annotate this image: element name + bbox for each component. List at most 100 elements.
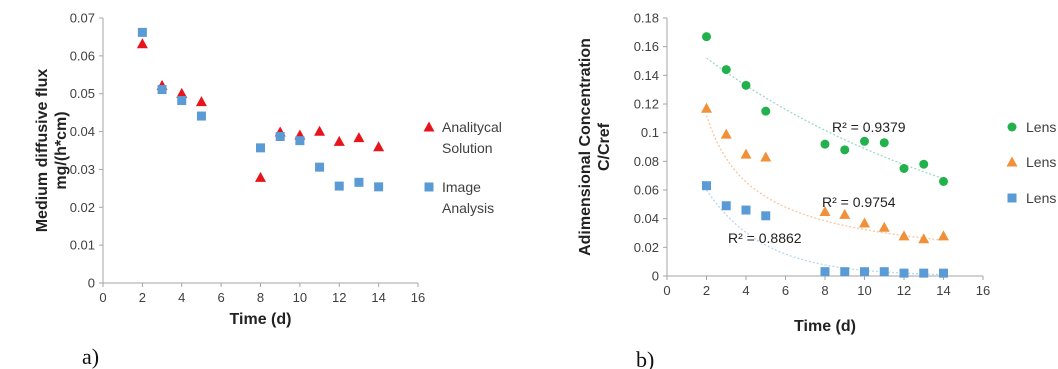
data-point (860, 267, 869, 277)
legend-entry: Lens 2 (1026, 154, 1058, 170)
y-tick-label: 0.08 (634, 154, 659, 169)
trendline-0 (706, 57, 944, 180)
y-axis-title: Adimensional Concentration C/Cref (577, 38, 613, 256)
data-point (702, 181, 711, 191)
data-point (333, 135, 345, 146)
data-point (839, 208, 851, 219)
y-tick-label: 0.06 (634, 183, 659, 198)
chart-b: 0 0.02 0.04 0.06 0.08 0.1 0.12 0.14 0.16 0.18 0 2 4 6… (577, 11, 1058, 369)
data-point (938, 230, 949, 241)
data-point (176, 87, 188, 98)
data-point (295, 136, 305, 146)
data-point (136, 38, 148, 49)
data-point (373, 141, 385, 152)
legend-entry: Image Analysis (442, 179, 494, 216)
data-point (353, 132, 365, 143)
y-tick-label: 0 (88, 276, 95, 291)
data-point (919, 268, 929, 278)
y-tick-label: 0.16 (634, 39, 659, 54)
legend-marker (1006, 156, 1018, 167)
data-point (760, 151, 772, 162)
x-tick-label: 6 (218, 290, 225, 305)
data-point (157, 85, 167, 95)
x-tick-label: 10 (857, 283, 871, 298)
data-point (196, 111, 206, 121)
x-tick-label: 4 (178, 290, 185, 305)
r-squared-label: R² = 0.8862 (728, 230, 802, 246)
y-tick-label: 0.01 (70, 238, 95, 253)
panel-label: b) (636, 347, 654, 369)
data-point (354, 177, 364, 187)
data-point (740, 148, 752, 159)
legend-marker (424, 182, 434, 192)
data-point (899, 164, 909, 173)
series-2 (702, 181, 948, 278)
x-tick-label: 8 (821, 283, 828, 298)
data-point (820, 139, 830, 149)
legend-entry: Lens 3 (1026, 119, 1058, 135)
series-1 (137, 27, 384, 192)
y-tick-label: 0.12 (634, 97, 659, 112)
data-point (275, 131, 285, 141)
y-tick-label: 0.03 (70, 162, 95, 177)
x-tick-label: 16 (976, 283, 990, 298)
x-tick-label: 4 (742, 283, 749, 298)
data-point (820, 267, 830, 277)
x-tick-label: 2 (703, 283, 710, 298)
data-point (741, 205, 751, 215)
series-0 (702, 32, 948, 186)
data-point (860, 136, 869, 146)
data-point (256, 143, 265, 153)
y-tick-label: 0.02 (70, 200, 95, 215)
data-point (761, 106, 771, 116)
chart-a: 0 0.01 0.02 0.03 0.04 0.05 0.06 0.07 0 2 4 6 8 10 12 14… (34, 11, 502, 369)
x-tick-label: 12 (332, 290, 346, 305)
data-point (879, 138, 889, 148)
data-point (879, 267, 889, 277)
x-axis-title: Time (d) (794, 318, 856, 335)
data-point (374, 182, 384, 192)
y-tick-label: 0.14 (634, 68, 659, 83)
x-tick-label: 14 (371, 290, 385, 305)
data-point (177, 96, 187, 106)
data-point (702, 32, 711, 42)
data-point (761, 211, 771, 221)
x-tick-label: 0 (99, 290, 106, 305)
trendline-2 (705, 189, 944, 276)
data-point (918, 233, 930, 244)
data-point (314, 125, 326, 136)
legend-marker (1007, 193, 1017, 203)
data-point (840, 145, 850, 155)
y-axis-title: Medium diffusive flux mg/(h*cm) (34, 69, 70, 233)
data-point (720, 128, 732, 139)
x-tick-label: 6 (782, 283, 789, 298)
y-tick-label: 0.04 (70, 124, 95, 139)
x-tick-label: 0 (663, 283, 670, 298)
data-point (741, 80, 751, 90)
data-point (255, 171, 266, 182)
data-point (721, 65, 731, 75)
data-point (721, 201, 731, 211)
series-1 (701, 102, 949, 244)
x-tick-label: 2 (139, 290, 146, 305)
data-point (939, 268, 948, 278)
data-point (878, 221, 890, 232)
x-axis-title: Time (d) (230, 311, 292, 328)
legend-marker (1007, 122, 1017, 132)
data-point (315, 162, 325, 172)
legend-marker (423, 121, 435, 132)
y-tick-label: 0.1 (641, 125, 659, 140)
y-tick-label: 0.05 (70, 86, 95, 101)
x-tick-label: 12 (897, 283, 911, 298)
series-0 (136, 38, 385, 182)
x-tick-label: 8 (257, 290, 264, 305)
data-point (137, 27, 147, 37)
data-point (899, 268, 909, 278)
panel-label: a) (82, 344, 99, 369)
data-point (840, 267, 850, 277)
data-point (819, 206, 831, 216)
data-point (334, 181, 344, 191)
r-squared-label: R² = 0.9754 (822, 194, 896, 210)
data-point (701, 102, 712, 113)
